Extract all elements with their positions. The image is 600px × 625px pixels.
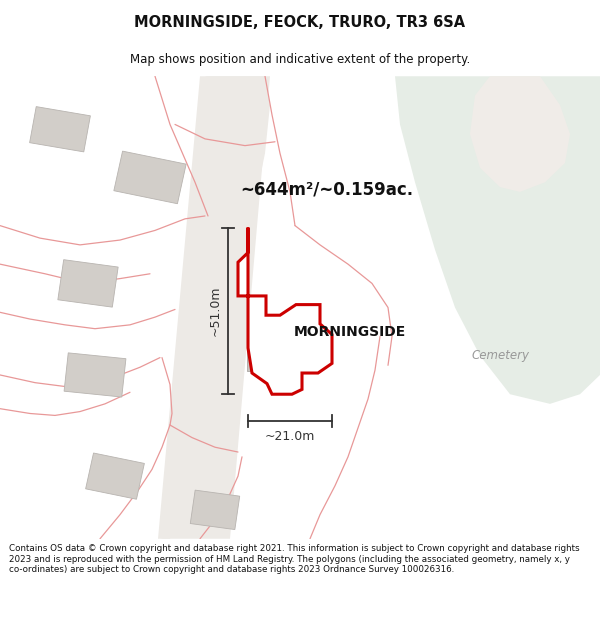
Polygon shape [114,151,186,204]
Text: ~644m²/~0.159ac.: ~644m²/~0.159ac. [240,181,413,199]
Polygon shape [190,490,240,529]
Polygon shape [395,76,600,404]
Text: ~21.0m: ~21.0m [265,430,315,443]
Polygon shape [160,76,270,539]
Text: Contains OS data © Crown copyright and database right 2021. This information is : Contains OS data © Crown copyright and d… [9,544,580,574]
Text: MORNINGSIDE, FEOCK, TRURO, TR3 6SA: MORNINGSIDE, FEOCK, TRURO, TR3 6SA [134,16,466,31]
Polygon shape [247,318,289,371]
Text: Cemetery: Cemetery [471,349,529,362]
Polygon shape [64,353,126,397]
Polygon shape [58,259,118,307]
Text: MORNINGSIDE: MORNINGSIDE [294,324,406,339]
Polygon shape [470,76,570,192]
Polygon shape [238,228,332,394]
Polygon shape [158,76,270,539]
Text: Map shows position and indicative extent of the property.: Map shows position and indicative extent… [130,53,470,66]
Text: ~51.0m: ~51.0m [209,286,221,336]
Polygon shape [29,107,91,152]
Polygon shape [86,453,145,499]
